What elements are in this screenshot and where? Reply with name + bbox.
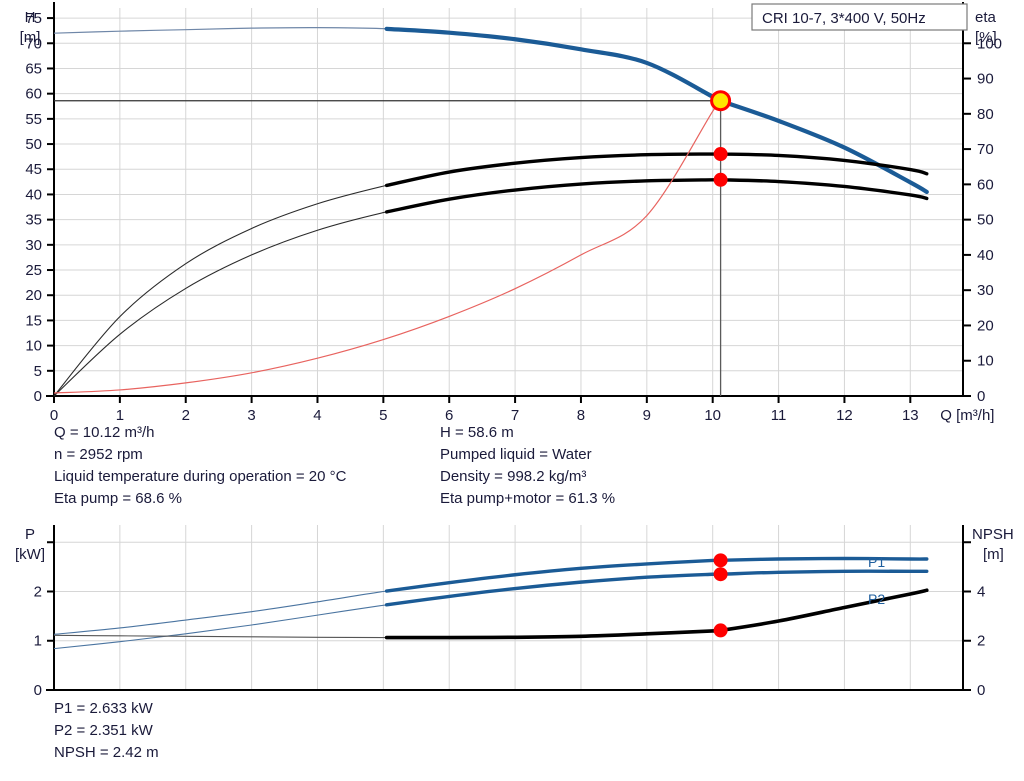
y-tick-label-right-bottom: 4 (977, 583, 985, 600)
eta-pump-motor-operating-dot[interactable] (713, 172, 728, 187)
y-tick-label-left-bottom: 0 (34, 682, 42, 699)
npsh-curve-thick (384, 588, 929, 640)
head-operating-point-marker[interactable] (710, 90, 732, 112)
x-tick-label: 9 (643, 407, 651, 424)
y-tick-label-right: 50 (977, 212, 994, 229)
x-tick-label: 2 (182, 407, 190, 424)
y-tick-label-right-bottom: 0 (977, 682, 985, 699)
x-tick-label: 4 (313, 407, 321, 424)
y-axis-left-title: H (25, 9, 36, 26)
y-axis-right-title-bottom: NPSH (972, 526, 1014, 543)
operating-info-left-line: n = 2952 rpm (54, 446, 143, 463)
p1-curve-label: P1 (868, 554, 885, 570)
npsh-operating-dot[interactable] (713, 623, 728, 638)
operating-info-left-line: Eta pump = 68.6 % (54, 490, 182, 507)
x-tick-label: 13 (902, 407, 919, 424)
y-tick-label-right: 40 (977, 247, 994, 264)
y-tick-label-right: 20 (977, 317, 994, 334)
y-tick-label-left-bottom: 1 (34, 633, 42, 650)
y-tick-label-right: 10 (977, 353, 994, 370)
x-tick-label: 12 (836, 407, 853, 424)
y-axis-right-unit-bottom: [m] (983, 546, 1004, 563)
y-tick-label-left: 20 (25, 287, 42, 304)
p2-curve-label: P2 (868, 591, 885, 607)
y-axis-left-title-bottom: P (25, 526, 35, 543)
x-tick-label: 10 (704, 407, 721, 424)
operating-info-right-line: H = 58.6 m (440, 424, 514, 441)
p2-curve-thick (384, 569, 929, 607)
eta-pump-motor-curve-thick (384, 177, 929, 214)
power-info-line: P1 = 2.633 kW (54, 700, 154, 717)
title-box-label: CRI 10-7, 3*400 V, 50Hz (762, 10, 926, 27)
y-tick-label-left: 70 (25, 35, 42, 52)
p2-operating-dot[interactable] (713, 567, 728, 582)
operating-info-right-line: Density = 998.2 kg/m³ (440, 468, 586, 485)
y-tick-label-right-bottom: 2 (977, 633, 985, 650)
eta-pump-curve-thick (384, 152, 929, 188)
y-tick-label-left: 0 (34, 388, 42, 405)
y-tick-label-left: 45 (25, 161, 42, 178)
y-tick-label-right: 90 (977, 71, 994, 88)
x-tick-label: 6 (445, 407, 453, 424)
y-tick-label-left: 15 (25, 312, 42, 329)
y-tick-label-right: 0 (977, 388, 985, 405)
y-tick-label-right: 60 (977, 176, 994, 193)
y-tick-label-left: 30 (25, 237, 42, 254)
power-info-line: P2 = 2.351 kW (54, 722, 154, 739)
y-tick-label-left: 5 (34, 363, 42, 380)
y-axis-left-unit-bottom: [kW] (15, 546, 45, 563)
y-tick-label-right: 70 (977, 141, 994, 158)
y-tick-label-left: 55 (25, 111, 42, 128)
y-tick-label-left: 25 (25, 262, 42, 279)
x-tick-label: 11 (771, 407, 787, 424)
y-tick-label-left: 75 (25, 10, 42, 27)
y-axis-left-unit: [m] (20, 29, 41, 46)
y-tick-label-left-bottom: 2 (34, 583, 42, 600)
p1-operating-dot[interactable] (713, 553, 728, 568)
x-tick-label: 5 (379, 407, 387, 424)
y-tick-label-right: 100 (977, 35, 1002, 52)
y-tick-label-left: 50 (25, 136, 42, 153)
x-tick-label: 7 (511, 407, 519, 424)
operating-info-right-line: Eta pump+motor = 61.3 % (440, 490, 615, 507)
y-tick-label-right: 30 (977, 282, 994, 299)
y-tick-label-left: 65 (25, 60, 42, 77)
eta-pump-operating-dot[interactable] (713, 147, 728, 162)
x-tick-label: 0 (50, 407, 58, 424)
x-tick-label: 3 (247, 407, 255, 424)
operating-info-right-line: Pumped liquid = Water (440, 446, 592, 463)
duty-curve (53, 98, 722, 394)
power-info-line: NPSH = 2.42 m (54, 744, 159, 761)
y-tick-label-right: 80 (977, 106, 994, 123)
title-box (751, 3, 968, 31)
y-tick-label-left: 40 (25, 186, 42, 203)
p1-curve-thin (53, 557, 927, 635)
x-tick-label: 8 (577, 407, 585, 424)
y-tick-label-left: 10 (25, 338, 42, 355)
operating-info-left-line: Liquid temperature during operation = 20… (54, 468, 347, 485)
operating-info-left-line: Q = 10.12 m³/h (54, 424, 154, 441)
y-axis-right-title: eta (975, 9, 997, 26)
x-axis-title: Q [m³/h] (940, 407, 994, 424)
npsh-curve-thin (53, 589, 927, 639)
p1-curve-thick (384, 556, 929, 593)
eta-pump-motor-curve-thin (53, 179, 927, 397)
eta-pump-curve-thin (53, 153, 927, 397)
y-tick-label-left: 60 (25, 86, 42, 103)
x-tick-label: 1 (116, 407, 124, 424)
y-axis-right-unit: [%] (975, 29, 997, 46)
y-tick-label-left: 35 (25, 212, 42, 229)
